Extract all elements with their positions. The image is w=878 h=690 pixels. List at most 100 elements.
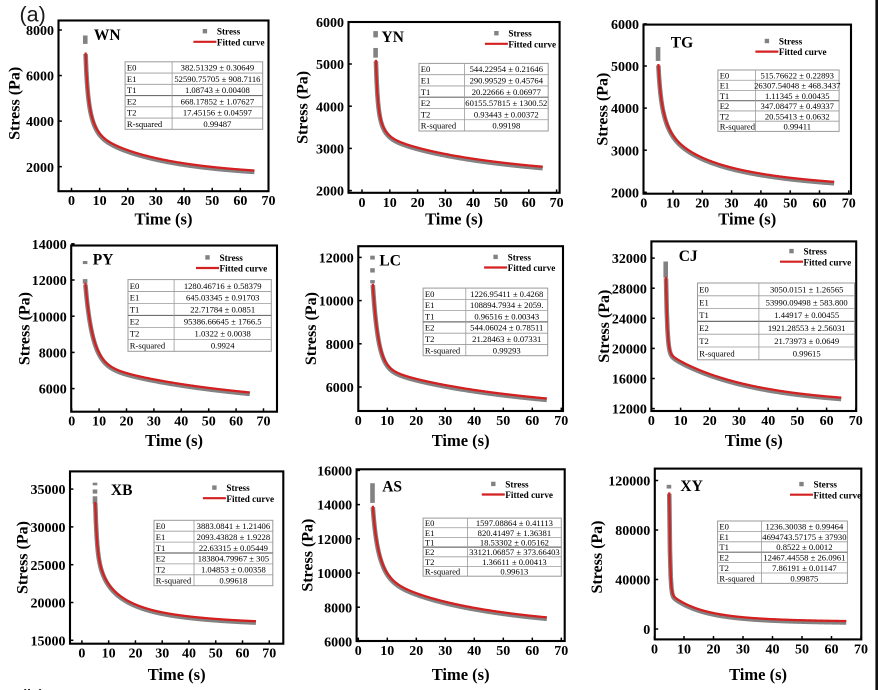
svg-text:E1: E1: [719, 532, 729, 542]
svg-text:Time (s): Time (s): [725, 431, 783, 450]
svg-text:Time (s): Time (s): [432, 431, 490, 450]
svg-text:T2: T2: [720, 111, 730, 121]
svg-text:21.28463 ± 0.07331: 21.28463 ± 0.07331: [472, 334, 541, 344]
svg-text:1236.30038 ± 0.99464: 1236.30038 ± 0.99464: [766, 521, 844, 531]
svg-text:2000: 2000: [611, 186, 639, 201]
svg-text:R-squared: R-squared: [156, 575, 192, 585]
svg-text:20.22666 ± 0.06977: 20.22666 ± 0.06977: [472, 87, 542, 97]
svg-text:E1: E1: [156, 532, 166, 542]
svg-text:Fitted curve: Fitted curve: [220, 264, 268, 274]
svg-text:0.99615: 0.99615: [793, 349, 821, 359]
svg-text:20: 20: [409, 644, 423, 659]
svg-text:0.99293: 0.99293: [493, 345, 521, 355]
svg-text:14000: 14000: [317, 499, 352, 514]
svg-text:40: 40: [174, 415, 188, 430]
svg-text:18.53302 ± 0.05162: 18.53302 ± 0.05162: [480, 538, 549, 548]
svg-text:3050.0151 ± 1.26565: 3050.0151 ± 1.26565: [770, 285, 843, 295]
svg-text:290.99529 ± 0.45764: 290.99529 ± 0.45764: [470, 76, 544, 86]
svg-text:20: 20: [120, 415, 134, 430]
svg-text:20: 20: [695, 197, 709, 212]
svg-text:Stress (Pa): Stress (Pa): [299, 519, 316, 592]
svg-text:T2: T2: [421, 109, 431, 119]
svg-text:E1: E1: [421, 76, 431, 86]
svg-text:50: 50: [202, 415, 216, 430]
svg-text:544.22954 ± 0.21646: 544.22954 ± 0.21646: [470, 64, 544, 74]
svg-text:0.99487: 0.99487: [203, 119, 232, 129]
svg-text:1.11345 ± 0.00435: 1.11345 ± 0.00435: [765, 91, 830, 101]
svg-text:Stress: Stress: [804, 247, 828, 257]
svg-text:70: 70: [550, 196, 564, 211]
svg-text:52590.75705 ± 908.7116: 52590.75705 ± 908.7116: [174, 74, 261, 84]
svg-text:Sterss: Sterss: [814, 480, 838, 490]
svg-text:0: 0: [651, 642, 658, 657]
svg-text:E2: E2: [156, 554, 166, 564]
svg-text:1.44917 ± 0.00455: 1.44917 ± 0.00455: [774, 310, 839, 320]
svg-text:R-squared: R-squared: [720, 121, 756, 131]
svg-text:6000: 6000: [326, 381, 354, 396]
svg-text:Fitted curve: Fitted curve: [814, 490, 862, 500]
svg-text:0.96516 ± 0.00343: 0.96516 ± 0.00343: [474, 311, 539, 321]
svg-text:E2: E2: [719, 553, 729, 563]
svg-text:50: 50: [790, 414, 804, 429]
svg-text:T1: T1: [130, 305, 140, 315]
svg-text:20.55413 ± 0.0632: 20.55413 ± 0.0632: [765, 111, 830, 121]
svg-text:E1: E1: [699, 297, 709, 307]
svg-text:Stress (Pa): Stress (Pa): [294, 71, 311, 144]
svg-text:E1: E1: [127, 74, 137, 84]
svg-text:32000: 32000: [612, 252, 647, 267]
svg-text:Stress: Stress: [217, 27, 241, 37]
svg-text:40: 40: [467, 644, 481, 659]
svg-text:T1: T1: [720, 91, 730, 101]
svg-text:4694743.57175 ± 37930: 4694743.57175 ± 37930: [762, 532, 846, 542]
svg-text:E2: E2: [425, 323, 435, 333]
svg-text:30: 30: [732, 414, 746, 429]
svg-text:70: 70: [257, 415, 271, 430]
svg-text:20: 20: [411, 196, 425, 211]
svg-text:70: 70: [554, 644, 568, 659]
svg-text:1.0322 ± 0.0038: 1.0322 ± 0.0038: [195, 329, 251, 339]
svg-text:10000: 10000: [317, 567, 352, 582]
svg-text:1597.08864 ± 0.41113: 1597.08864 ± 0.41113: [476, 518, 553, 528]
svg-text:T2: T2: [130, 329, 140, 339]
svg-text:12000: 12000: [612, 403, 647, 418]
svg-text:E0: E0: [425, 289, 435, 299]
svg-text:2093.43828 ± 1.9228: 2093.43828 ± 1.9228: [197, 532, 270, 542]
svg-text:Time (s): Time (s): [729, 665, 787, 684]
svg-text:6000: 6000: [316, 16, 344, 31]
svg-text:Stress (Pa): Stress (Pa): [16, 292, 33, 365]
svg-text:Stress: Stress: [508, 252, 532, 262]
svg-text:10: 10: [383, 196, 397, 211]
svg-text:E2: E2: [720, 101, 730, 111]
svg-text:21.73973 ± 0.0649: 21.73973 ± 0.0649: [774, 336, 839, 346]
svg-text:24000: 24000: [612, 312, 647, 327]
svg-text:E2: E2: [425, 547, 435, 557]
svg-text:70: 70: [262, 647, 276, 662]
svg-text:0.99618: 0.99618: [219, 575, 247, 585]
svg-text:10: 10: [666, 197, 680, 212]
svg-text:5000: 5000: [611, 60, 639, 75]
svg-text:Stress: Stress: [505, 479, 529, 489]
svg-text:8000: 8000: [39, 347, 67, 362]
svg-text:PY: PY: [93, 252, 114, 269]
svg-text:Fitted curve: Fitted curve: [217, 37, 265, 47]
svg-text:3883.0841 ± 1.21406: 3883.0841 ± 1.21406: [197, 521, 271, 531]
svg-text:10: 10: [380, 644, 394, 659]
svg-text:T1: T1: [156, 543, 166, 553]
svg-text:T1: T1: [421, 87, 431, 97]
svg-text:6000: 6000: [324, 636, 352, 651]
svg-text:6000: 6000: [39, 383, 67, 398]
svg-text:8000: 8000: [26, 24, 54, 39]
svg-text:5000: 5000: [316, 58, 344, 73]
svg-text:30: 30: [736, 642, 750, 657]
svg-text:10000: 10000: [319, 295, 354, 310]
svg-text:E0: E0: [127, 63, 137, 73]
svg-text:Time (s): Time (s): [432, 665, 490, 684]
svg-text:T2: T2: [425, 334, 435, 344]
svg-text:645.03345 ± 0.91703: 645.03345 ± 0.91703: [186, 293, 259, 303]
svg-text:0: 0: [68, 194, 75, 209]
svg-text:TG: TG: [671, 35, 693, 52]
svg-text:20: 20: [128, 647, 142, 662]
svg-text:120000: 120000: [608, 475, 650, 490]
svg-text:Fitted curve: Fitted curve: [508, 39, 556, 49]
svg-text:60155.57815 ± 1300.52: 60155.57815 ± 1300.52: [465, 98, 547, 108]
